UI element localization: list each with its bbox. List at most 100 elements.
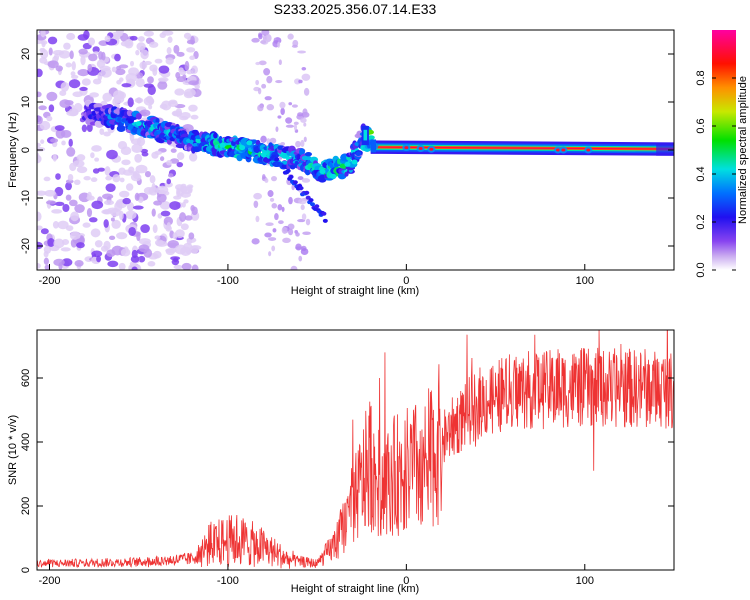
carrier-node <box>556 148 561 152</box>
noise-blob <box>285 124 295 128</box>
noise-blob <box>40 40 48 45</box>
spectral-blob <box>213 132 218 139</box>
noise-blob <box>74 204 85 213</box>
carrier-node <box>418 147 423 151</box>
noise-blob <box>92 46 100 53</box>
carrier-node <box>404 146 409 150</box>
colorbar-gradient <box>712 30 736 270</box>
noise-blob <box>294 78 301 85</box>
spectral-blob <box>356 130 363 138</box>
spectral-peak <box>351 159 358 165</box>
noise-blob <box>271 245 276 252</box>
spectral-blob <box>370 139 377 153</box>
noise-blob <box>137 36 145 42</box>
x-tick-label: -100 <box>217 575 239 587</box>
noise-blob <box>37 91 42 98</box>
noise-blob <box>147 261 156 267</box>
noise-blob <box>83 175 91 181</box>
noise-blob <box>121 159 131 166</box>
noise-blob <box>116 232 128 240</box>
noise-blob <box>92 168 100 174</box>
noise-blob <box>97 72 103 81</box>
spectral-blob <box>274 157 280 162</box>
noise-blob <box>269 137 277 144</box>
spectral-blob <box>149 126 155 132</box>
noise-blob <box>167 36 173 44</box>
noise-blob <box>134 153 142 163</box>
noise-blob <box>303 87 310 96</box>
noise-blob <box>166 47 172 55</box>
noise-blob <box>135 77 145 88</box>
noise-blob <box>119 177 125 183</box>
noise-blob <box>189 152 198 162</box>
spectral-peak <box>135 121 142 127</box>
noise-blob <box>267 237 277 241</box>
noise-blob <box>189 55 196 61</box>
noise-blob <box>45 200 57 205</box>
noise-blob <box>127 97 134 108</box>
noise-blob <box>169 158 180 164</box>
noise-blob <box>260 40 267 44</box>
noise-blob <box>173 257 179 263</box>
noise-blob <box>130 255 140 263</box>
noise-blob <box>138 244 150 253</box>
spectral-peak <box>330 173 337 179</box>
noise-blob <box>173 44 180 54</box>
noise-blob <box>194 84 200 90</box>
spectral-blob <box>344 171 349 177</box>
noise-blob <box>167 173 174 178</box>
noise-blob <box>169 201 181 210</box>
noise-blob <box>166 159 173 166</box>
noise-blob <box>160 210 171 217</box>
noise-blob <box>152 250 162 259</box>
noise-blob <box>119 210 124 221</box>
colorbar-tick-label: 0.2 <box>695 214 707 229</box>
noise-blob <box>55 173 61 180</box>
noise-blob <box>157 77 169 82</box>
noise-blob <box>60 81 70 92</box>
noise-blob <box>152 67 158 77</box>
noise-blob <box>131 266 138 270</box>
noise-blob <box>257 87 262 95</box>
noise-blob <box>47 60 59 69</box>
spectral-blob <box>321 211 327 216</box>
noise-blob <box>125 210 137 220</box>
noise-blob <box>135 164 148 174</box>
noise-blob <box>104 166 111 176</box>
noise-blob <box>166 222 172 231</box>
noise-blob <box>70 211 80 222</box>
noise-blob <box>186 238 192 245</box>
noise-blob <box>191 264 199 270</box>
noise-blob <box>106 149 118 160</box>
noise-blob <box>167 101 179 108</box>
noise-blob <box>179 69 187 76</box>
noise-blob <box>301 67 307 71</box>
noise-blob <box>124 39 134 49</box>
spectral-blob <box>367 135 375 140</box>
noise-blob <box>63 42 71 50</box>
noise-blob <box>65 182 72 191</box>
noise-blob <box>159 201 171 210</box>
spectral-blob <box>308 198 314 203</box>
noise-blob <box>61 258 73 267</box>
noise-blob <box>43 250 49 258</box>
noise-blob <box>173 195 182 200</box>
colorbar: 0.0 0.2 0.4 0.6 0.8 Normalized spectral ampl… <box>695 30 749 278</box>
noise-blob <box>176 51 185 57</box>
noise-blob <box>82 222 91 228</box>
noise-blob <box>302 231 311 235</box>
noise-blob <box>261 30 270 36</box>
noise-blob <box>152 224 158 234</box>
noise-blob <box>149 175 156 184</box>
noise-blob <box>68 199 78 207</box>
noise-blob <box>263 68 271 76</box>
noise-blob <box>128 166 135 174</box>
noise-blob <box>257 104 264 112</box>
spectrogram-ylabel: Frequency (Hz) <box>7 112 19 188</box>
noise-blob <box>78 48 88 55</box>
noise-blob <box>275 126 279 132</box>
spectral-blob <box>304 151 312 157</box>
noise-blob <box>163 216 173 226</box>
spectral-blob <box>314 204 320 209</box>
noise-blob <box>112 174 121 183</box>
